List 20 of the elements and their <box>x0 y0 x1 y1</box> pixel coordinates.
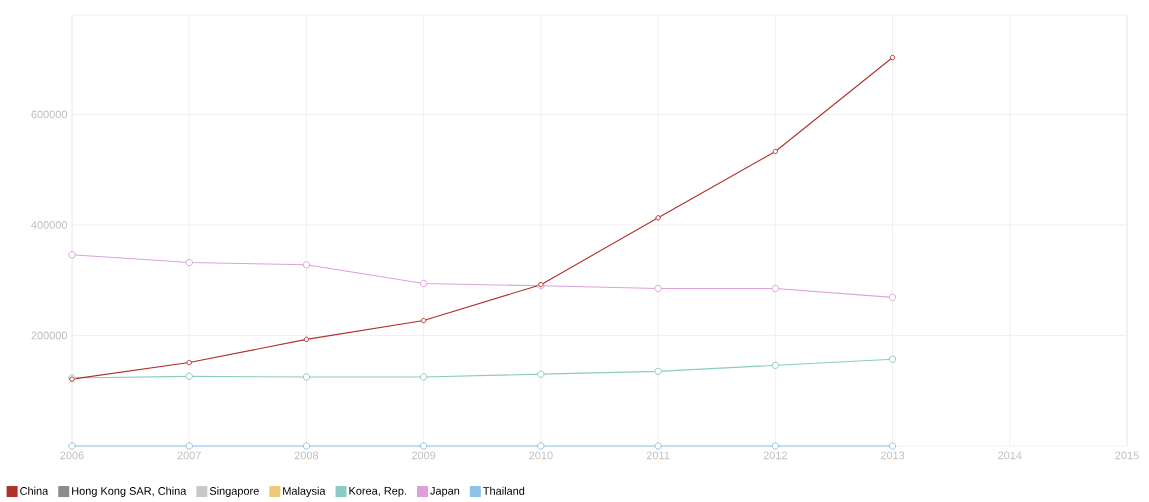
legend-label: Japan <box>430 487 460 497</box>
y-tick-label: 400000 <box>31 221 68 229</box>
legend-label: Korea, Rep. <box>349 487 406 497</box>
x-tick-label: 2010 <box>529 451 553 460</box>
x-tick-label: 2012 <box>763 451 787 460</box>
x-tick-label: 2011 <box>646 451 670 460</box>
x-tick-label: 2013 <box>880 451 905 460</box>
legend-label: Hong Kong SAR, China <box>72 486 187 498</box>
y-tick-label: 200000 <box>31 331 68 340</box>
x-tick-label: 2009 <box>412 451 436 460</box>
x-tick-label: 2007 <box>177 451 201 460</box>
legend-label: China <box>20 486 49 495</box>
x-tick-label: 2006 <box>60 451 84 460</box>
x-tick-label: 2015 <box>1115 451 1139 460</box>
x-tick-label: 2014 <box>998 451 1022 460</box>
y-tick-label: 600000 <box>31 110 68 119</box>
legend-label: Thailand <box>483 486 525 495</box>
legend-label: Singapore <box>209 486 259 498</box>
legend-label: Malaysia <box>283 486 326 498</box>
x-tick-label: 2008 <box>294 451 319 460</box>
